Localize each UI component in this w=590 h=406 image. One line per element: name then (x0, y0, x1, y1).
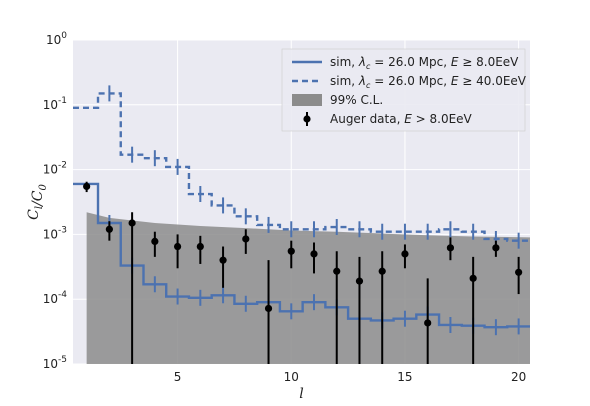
data-point (378, 267, 386, 275)
y-tick-label: 10-2 (43, 161, 67, 177)
y-tick-label: 10-3 (43, 225, 67, 241)
data-point (242, 235, 250, 243)
legend-marker-band (292, 94, 322, 106)
x-axis-label: l (299, 386, 303, 402)
data-point (310, 250, 318, 258)
data-point (446, 244, 455, 252)
data-point (515, 268, 523, 276)
legend-entry-4: Auger data, E > 8.0EeV (330, 112, 473, 126)
y-tick-label: 10-1 (43, 96, 67, 112)
data-point (424, 319, 432, 327)
legend-marker-point (303, 115, 311, 123)
data-point (128, 219, 136, 227)
x-tick-label: 15 (397, 370, 412, 384)
x-tick-label: 10 (284, 370, 299, 384)
data-point (219, 256, 227, 264)
data-point (469, 274, 477, 282)
legend-entry-3: 99% C.L. (330, 93, 383, 107)
data-point (355, 277, 364, 285)
x-tick-label: 5 (174, 370, 182, 384)
y-tick-label: 10-4 (43, 290, 68, 306)
y-tick-label: 10-5 (43, 355, 67, 371)
data-point (173, 242, 182, 251)
data-point (333, 267, 341, 275)
legend-entry-2: sim, λc = 26.0 Mpc, E ≥ 40.0EeV (330, 74, 527, 90)
data-point (264, 304, 273, 313)
data-point (196, 242, 204, 251)
data-point (83, 182, 91, 191)
data-point (401, 250, 409, 258)
data-point (492, 244, 500, 252)
data-point (151, 237, 159, 245)
x-tick-label: 20 (511, 370, 526, 384)
data-point (287, 247, 295, 255)
y-tick-label: 100 (46, 31, 67, 47)
legend-entry-1: sim, λc = 26.0 Mpc, E ≥ 8.0EeV (330, 55, 519, 71)
y-axis-label: Cl/C0 (26, 184, 49, 220)
confidence-band (86, 212, 530, 364)
data-point (105, 225, 113, 233)
legend (281, 48, 526, 132)
plot-content (73, 85, 530, 364)
